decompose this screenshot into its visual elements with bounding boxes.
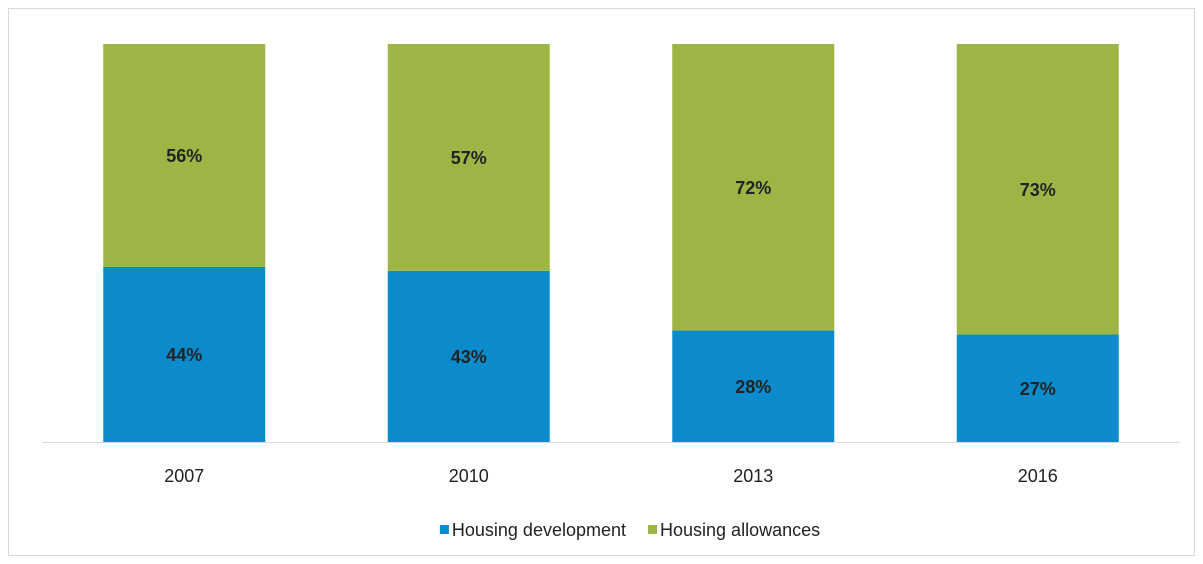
data-label: 44% xyxy=(166,345,202,365)
data-label: 72% xyxy=(735,178,771,198)
data-label: 73% xyxy=(1020,180,1056,200)
data-label: 27% xyxy=(1020,379,1056,399)
bar-segment xyxy=(956,44,1119,335)
legend-label: Housing allowances xyxy=(660,520,820,540)
data-label: 56% xyxy=(166,146,202,166)
bar-segment xyxy=(387,44,550,271)
bar-segment xyxy=(103,44,266,267)
x-tick-label: 2013 xyxy=(733,466,773,486)
bar-segment xyxy=(956,334,1119,442)
legend-label: Housing development xyxy=(452,520,626,540)
legend-swatch xyxy=(439,525,449,534)
bar-segment xyxy=(103,266,266,442)
legend-swatch xyxy=(648,525,658,534)
x-tick-label: 2007 xyxy=(164,466,204,486)
data-label: 28% xyxy=(735,377,771,397)
x-tick-label: 2016 xyxy=(1018,466,1058,486)
x-tick-label: 2010 xyxy=(449,466,489,486)
bar-segment xyxy=(672,44,835,331)
bar-segment xyxy=(672,330,835,442)
data-label: 43% xyxy=(451,347,487,367)
bar-segment xyxy=(387,270,550,442)
data-label: 57% xyxy=(451,148,487,168)
